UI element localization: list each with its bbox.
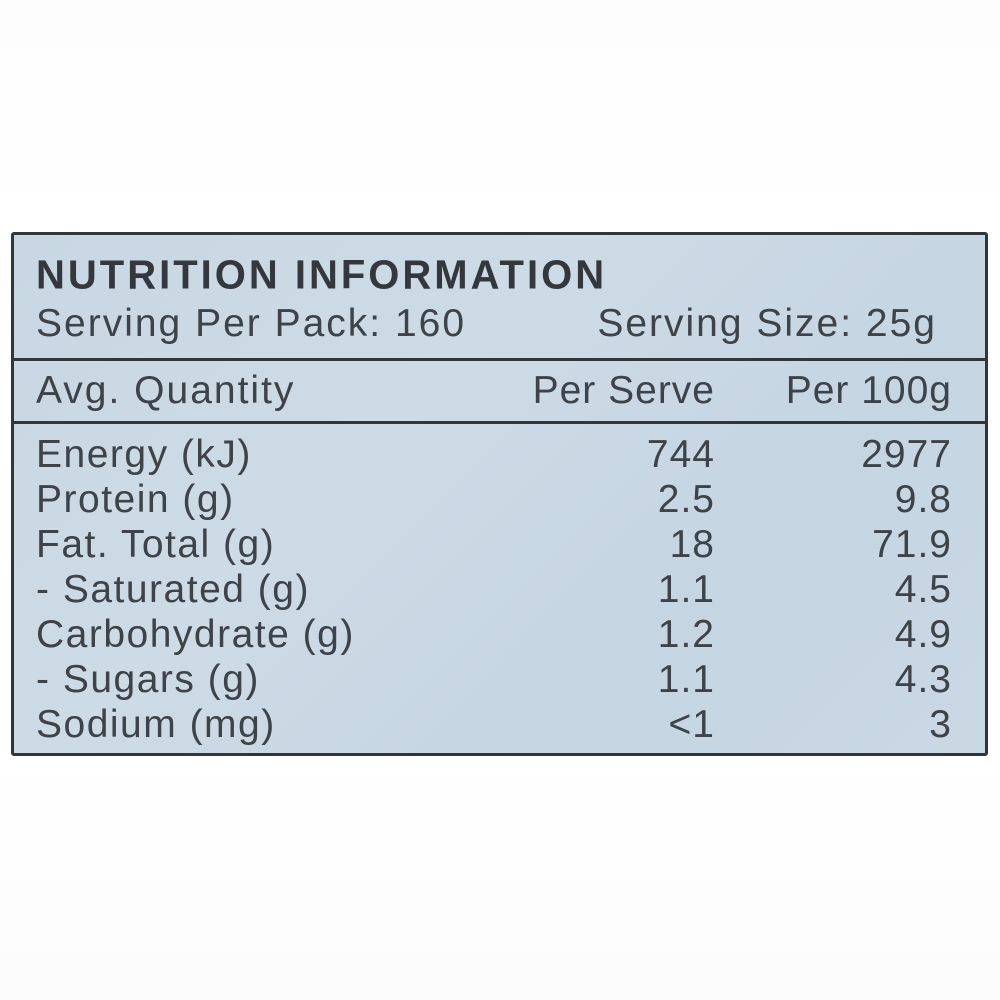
row-label: Energy (kJ) — [36, 432, 252, 476]
table-row-energy: Energy (kJ) 744 2977 — [14, 432, 985, 477]
row-per-100g-value: 71.9 — [872, 522, 952, 566]
row-label: Carbohydrate (g) — [36, 612, 355, 656]
table-row-sodium: Sodium (mg) <1 3 — [14, 702, 985, 747]
row-label: - Sugars (g) — [36, 657, 260, 701]
serving-per-pack: Serving Per Pack: 160 — [36, 302, 467, 345]
row-per-100g-value: 9.8 — [894, 477, 952, 521]
row-per-serve-value: 1.1 — [657, 657, 715, 701]
row-per-100g-value: 3 — [929, 702, 952, 746]
row-label: Sodium (mg) — [36, 702, 276, 746]
row-per-100g-value: 4.9 — [894, 612, 952, 656]
table-row-saturated: - Saturated (g) 1.1 4.5 — [14, 567, 985, 612]
row-per-100g-value: 2977 — [861, 432, 952, 476]
row-label: - Saturated (g) — [36, 567, 310, 611]
row-per-100g-value: 4.3 — [894, 657, 952, 701]
table-row-carbohydrate: Carbohydrate (g) 1.2 4.9 — [14, 612, 985, 657]
row-label: Protein (g) — [36, 477, 235, 521]
column-header-avg-quantity: Avg. Quantity — [36, 369, 296, 412]
row-per-serve-value: <1 — [668, 702, 715, 746]
row-per-serve-value: 1.2 — [657, 612, 715, 656]
row-per-serve-value: 1.1 — [657, 567, 715, 611]
table-row-protein: Protein (g) 2.5 9.8 — [14, 477, 985, 522]
column-header-per-serve: Per Serve — [532, 369, 715, 412]
row-per-serve-value: 18 — [669, 522, 715, 566]
table-row-sugars: - Sugars (g) 1.1 4.3 — [14, 657, 985, 702]
nutrition-panel: NUTRITION INFORMATION Serving Per Pack: … — [11, 232, 988, 756]
row-label: Fat. Total (g) — [36, 522, 276, 566]
row-per-serve-value: 744 — [646, 432, 715, 476]
row-per-serve-value: 2.5 — [657, 477, 715, 521]
table-header-row: Avg. Quantity Per Serve Per 100g — [14, 361, 985, 424]
row-per-100g-value: 4.5 — [894, 567, 952, 611]
serving-info-line: Serving Per Pack: 160 Serving Size: 25g — [36, 300, 967, 347]
serving-size: Serving Size: 25g — [597, 302, 937, 345]
table-body: Energy (kJ) 744 2977 Protein (g) 2.5 9.8… — [14, 424, 985, 747]
panel-title: NUTRITION INFORMATION — [36, 252, 608, 298]
table-row-fat-total: Fat. Total (g) 18 71.9 — [14, 522, 985, 567]
column-header-per-100g: Per 100g — [785, 369, 952, 412]
panel-header: NUTRITION INFORMATION Serving Per Pack: … — [14, 235, 985, 361]
